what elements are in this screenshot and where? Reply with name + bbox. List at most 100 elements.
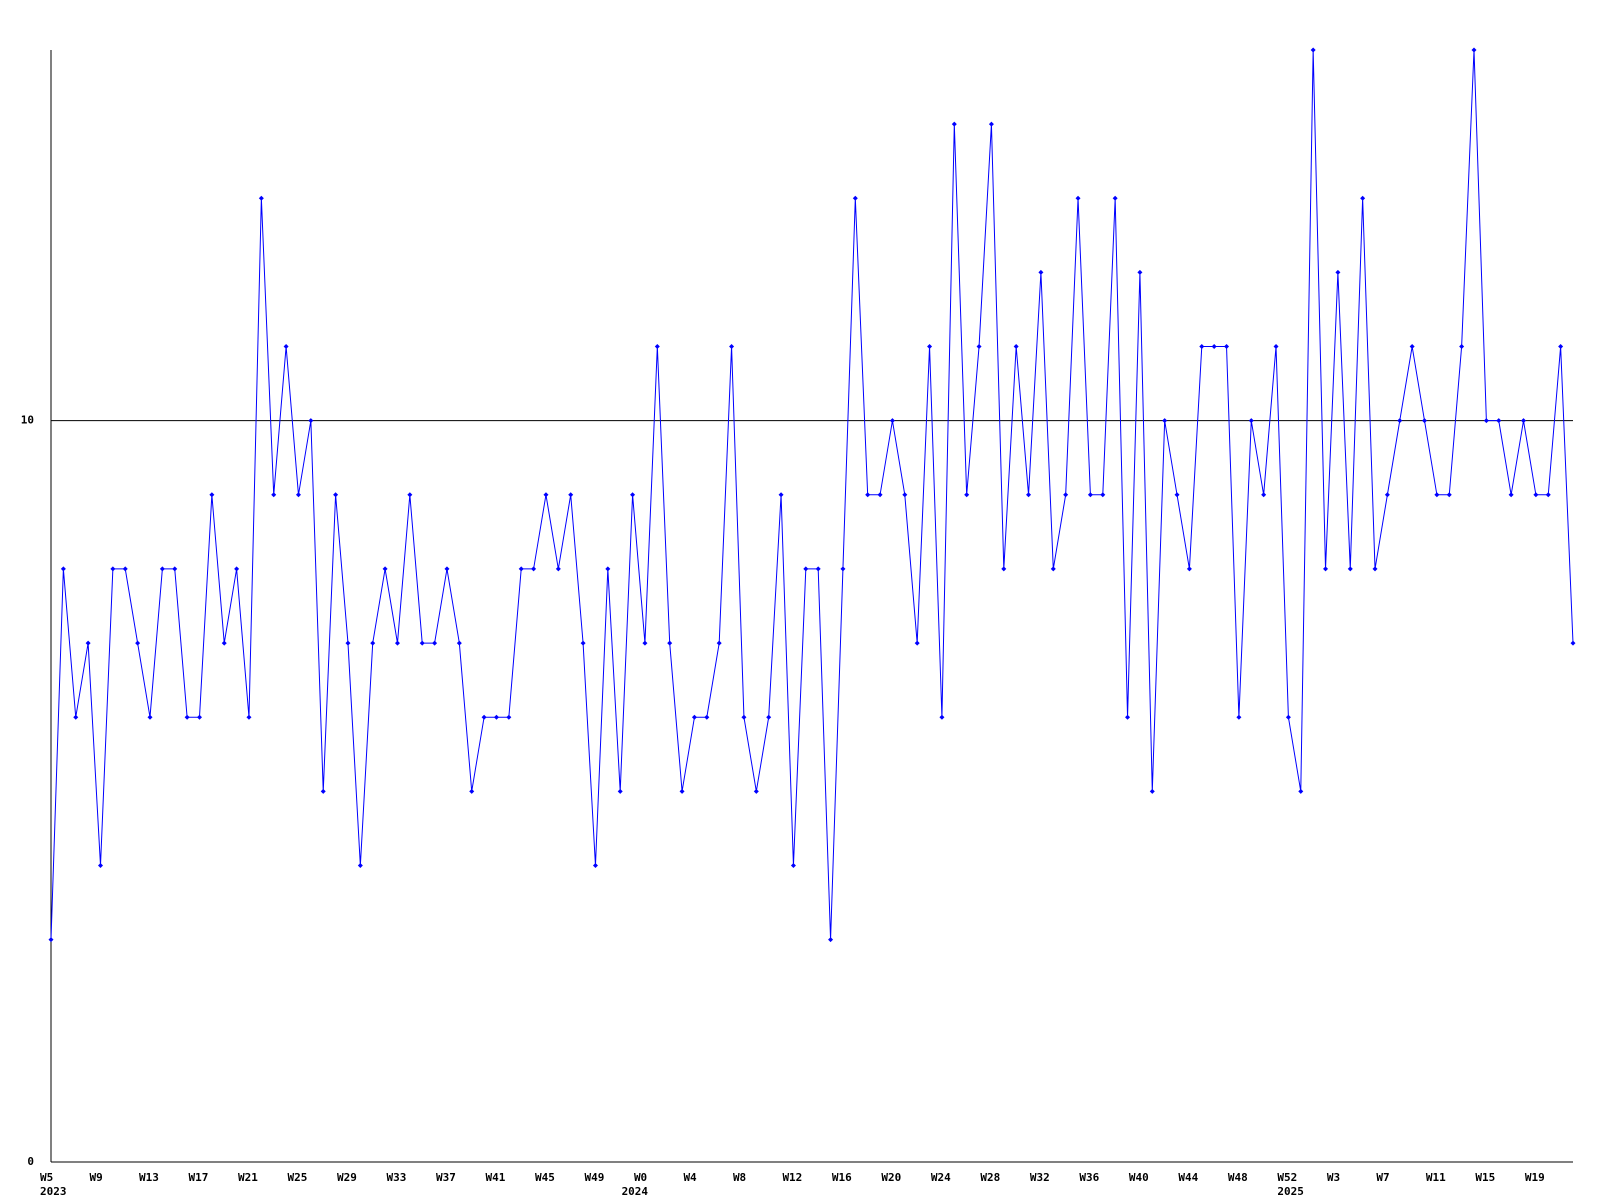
data-point	[778, 492, 784, 498]
data-point	[135, 640, 141, 646]
x-year-label: 2025	[1277, 1185, 1304, 1198]
data-point	[469, 788, 475, 794]
data-point	[1496, 418, 1502, 424]
x-tick-label: W4	[683, 1171, 697, 1184]
data-point	[568, 492, 574, 498]
data-point	[209, 492, 215, 498]
data-point	[1001, 566, 1007, 572]
data-point	[518, 566, 524, 572]
x-tick-label: W25	[287, 1171, 307, 1184]
data-point	[1471, 47, 1477, 53]
x-tick-label: W36	[1079, 1171, 1099, 1184]
data-point	[803, 566, 809, 572]
data-point	[73, 714, 79, 720]
data-point	[1038, 269, 1044, 275]
data-point	[419, 640, 425, 646]
data-point	[1174, 492, 1180, 498]
data-point	[605, 566, 611, 572]
data-point	[370, 640, 376, 646]
data-point	[1508, 492, 1514, 498]
x-tick-label: W21	[238, 1171, 258, 1184]
y-tick-label: 0	[27, 1155, 34, 1168]
data-point	[506, 714, 512, 720]
x-tick-label: W28	[980, 1171, 1000, 1184]
data-point	[1236, 714, 1242, 720]
data-point	[592, 862, 598, 868]
data-point	[1026, 492, 1032, 498]
data-point	[394, 640, 400, 646]
data-point	[1013, 344, 1019, 350]
data-point	[1273, 344, 1279, 350]
data-point	[382, 566, 388, 572]
x-tick-label: W32	[1030, 1171, 1050, 1184]
x-tick-label: W11	[1426, 1171, 1446, 1184]
data-point	[1372, 566, 1378, 572]
data-point	[1298, 788, 1304, 794]
data-point	[1323, 566, 1329, 572]
data-point	[172, 566, 178, 572]
data-point	[258, 195, 264, 201]
data-point	[357, 862, 363, 868]
data-point	[927, 344, 933, 350]
data-point	[753, 788, 759, 794]
data-point	[1224, 344, 1230, 350]
x-tick-label: W7	[1376, 1171, 1389, 1184]
data-point	[1558, 344, 1564, 350]
data-point	[1285, 714, 1291, 720]
data-point	[1261, 492, 1267, 498]
data-point	[902, 492, 908, 498]
data-point	[555, 566, 561, 572]
x-tick-label: W44	[1178, 1171, 1198, 1184]
data-point	[110, 566, 116, 572]
data-point	[308, 418, 314, 424]
data-point	[865, 492, 871, 498]
x-tick-label: W33	[386, 1171, 406, 1184]
data-point	[1521, 418, 1527, 424]
data-point	[976, 344, 982, 350]
data-point	[716, 640, 722, 646]
data-point	[1125, 714, 1131, 720]
data-point	[48, 937, 54, 943]
x-tick-label: W8	[733, 1171, 746, 1184]
data-point	[1335, 269, 1341, 275]
x-tick-label: W48	[1228, 1171, 1248, 1184]
data-point	[1199, 344, 1205, 350]
data-point	[122, 566, 128, 572]
data-point	[1112, 195, 1118, 201]
data-point	[852, 195, 858, 201]
data-point	[481, 714, 487, 720]
data-point	[1050, 566, 1056, 572]
x-year-label: 2024	[622, 1185, 649, 1198]
x-tick-label: W19	[1525, 1171, 1545, 1184]
data-point	[1248, 418, 1254, 424]
x-tick-label: W0	[634, 1171, 647, 1184]
x-tick-label: W45	[535, 1171, 555, 1184]
x-tick-label: W13	[139, 1171, 159, 1184]
data-point	[221, 640, 227, 646]
x-tick-label: W3	[1327, 1171, 1340, 1184]
data-point	[1409, 344, 1415, 350]
data-point	[320, 788, 326, 794]
data-point	[345, 640, 351, 646]
data-point	[1434, 492, 1440, 498]
data-point	[1186, 566, 1192, 572]
data-point	[654, 344, 660, 350]
data-point	[691, 714, 697, 720]
data-point	[840, 566, 846, 572]
data-point	[1075, 195, 1081, 201]
x-year-label: 2023	[40, 1185, 67, 1198]
data-point	[456, 640, 462, 646]
data-point	[271, 492, 277, 498]
x-tick-label: W9	[89, 1171, 102, 1184]
data-point	[1137, 269, 1143, 275]
data-point	[951, 121, 957, 127]
y-tick-label: 10	[21, 414, 34, 427]
data-point	[815, 566, 821, 572]
data-point	[1347, 566, 1353, 572]
data-point	[617, 788, 623, 794]
data-point	[939, 714, 945, 720]
data-point	[729, 344, 735, 350]
data-point	[580, 640, 586, 646]
data-point	[1545, 492, 1551, 498]
